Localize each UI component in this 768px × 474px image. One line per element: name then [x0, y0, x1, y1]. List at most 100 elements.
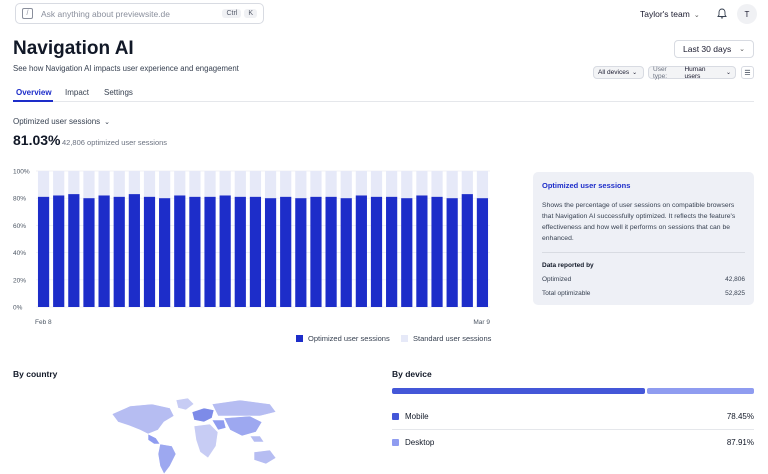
avatar[interactable]: T	[737, 4, 757, 24]
bar-standard	[325, 171, 337, 197]
filter-settings-icon[interactable]: ☰	[741, 66, 754, 79]
legend-label: Standard user sessions	[413, 334, 492, 343]
info-row-optimized: Optimized 42,806	[542, 276, 745, 283]
bell-icon[interactable]	[717, 8, 727, 19]
bar-standard	[416, 171, 428, 196]
device-row-desktop[interactable]: Desktop 87.91%	[392, 429, 754, 455]
map-asia	[223, 415, 263, 437]
y-tick-label: 40%	[13, 250, 26, 257]
shortcut-key: K	[244, 9, 257, 18]
bar-standard	[340, 171, 352, 199]
bar-standard	[189, 171, 201, 197]
chevron-down-icon: ⌄	[725, 70, 731, 76]
bar-standard	[234, 171, 246, 197]
device-value: 87.91%	[726, 437, 754, 447]
bar-optimized	[295, 198, 307, 307]
bar-optimized	[386, 196, 398, 307]
map-greenland	[175, 397, 195, 411]
bar-optimized	[370, 196, 383, 307]
info-card-body: Shows the percentage of user sessions on…	[542, 202, 736, 242]
bar-optimized	[143, 196, 156, 307]
device-share-bar	[392, 388, 754, 394]
y-tick-label: 20%	[13, 277, 26, 284]
bar-standard	[370, 171, 383, 197]
bar-standard	[113, 171, 125, 197]
map-south-america	[157, 443, 177, 474]
metric-selector-label: Optimized user sessions	[13, 117, 101, 126]
tab-impact[interactable]: Impact	[65, 88, 90, 97]
bar-optimized	[159, 198, 171, 307]
bar-standard	[355, 171, 367, 196]
bar-optimized	[401, 198, 413, 307]
chevron-down-icon: ⌄	[632, 70, 638, 76]
bar-optimized	[174, 195, 186, 307]
legend-standard: Standard user sessions	[401, 334, 491, 343]
y-tick-label: 60%	[13, 223, 26, 230]
world-map[interactable]	[100, 392, 290, 474]
info-row-value: 42,806	[725, 276, 745, 283]
search-box[interactable]: / Ask anything about previewsite.de Ctrl…	[15, 3, 264, 24]
metric-selector[interactable]: Optimized user sessions ⌄	[13, 117, 110, 126]
by-country-title: By country	[13, 369, 58, 379]
tab-overview[interactable]: Overview	[16, 88, 52, 97]
legend-label: Optimized user sessions	[308, 334, 390, 343]
bar-optimized	[325, 196, 337, 307]
x-tick-label: Mar 9	[473, 319, 490, 326]
device-swatch	[392, 412, 399, 420]
bar-standard	[386, 171, 398, 197]
info-row-value: 52,825	[725, 290, 745, 297]
page-subtitle: See how Navigation AI impacts user exper…	[13, 64, 239, 73]
user-type-filter[interactable]: User type: Human users ⌄	[648, 65, 736, 80]
legend-optimized: Optimized user sessions	[296, 334, 390, 343]
shortcut-ctrl: Ctrl	[222, 9, 242, 18]
legend-swatch	[296, 335, 303, 342]
bar-optimized	[431, 196, 443, 307]
search-placeholder[interactable]: Ask anything about previewsite.de	[41, 8, 170, 19]
data-reported-heading: Data reported by	[542, 262, 594, 269]
metric-subtext: 42,806 optimized user sessions	[62, 138, 168, 147]
bar-optimized	[476, 198, 489, 307]
user-type-label: User type:	[653, 65, 668, 80]
map-europe	[191, 407, 215, 423]
bar-optimized	[234, 196, 246, 307]
x-tick-label: Feb 8	[35, 319, 52, 326]
device-row-mobile[interactable]: Mobile 78.45%	[392, 403, 754, 429]
map-middle-east	[211, 419, 227, 431]
devices-filter[interactable]: All devices ⌄	[593, 66, 644, 79]
bar-standard	[83, 171, 95, 199]
date-range-select[interactable]: Last 30 days ⌄	[674, 40, 754, 58]
device-swatch	[392, 438, 399, 446]
bar-standard	[174, 171, 186, 196]
top-bar: / Ask anything about previewsite.de Ctrl…	[0, 0, 768, 28]
bar-standard	[204, 171, 216, 197]
bar-optimized	[355, 195, 367, 307]
device-share-desktop[interactable]	[647, 388, 754, 394]
device-share-mobile[interactable]	[392, 388, 645, 394]
bar-standard	[128, 171, 140, 195]
info-row-label: Optimized	[542, 276, 572, 283]
sessions-bar-chart: 100% 80% 60% 40% 20% 0% Feb 8 Mar 9	[13, 169, 490, 327]
team-switcher[interactable]: Taylor's team ⌄	[640, 9, 700, 19]
by-device-title: By device	[392, 369, 432, 379]
metric-value: 81.03%	[13, 132, 61, 148]
divider	[392, 429, 754, 430]
bar-optimized	[98, 195, 110, 307]
y-tick-label: 0%	[13, 305, 23, 312]
bar-optimized	[280, 196, 292, 307]
bar-standard	[219, 171, 231, 196]
bar-standard	[280, 171, 292, 197]
bar-standard	[461, 171, 473, 195]
tab-settings[interactable]: Settings	[104, 88, 133, 97]
device-value: 78.45%	[726, 411, 754, 421]
bar-optimized	[264, 198, 277, 307]
info-row-label: Total optimizable	[542, 290, 591, 297]
bar-standard	[295, 171, 307, 199]
bar-standard	[401, 171, 413, 199]
bar-standard	[98, 171, 110, 196]
bar-optimized	[461, 194, 473, 307]
bar-standard	[143, 171, 156, 197]
map-russia	[211, 399, 277, 417]
tab-bar: Overview Impact Settings	[13, 86, 754, 102]
chevron-down-icon: ⌄	[739, 46, 745, 53]
bar-optimized	[53, 195, 65, 307]
